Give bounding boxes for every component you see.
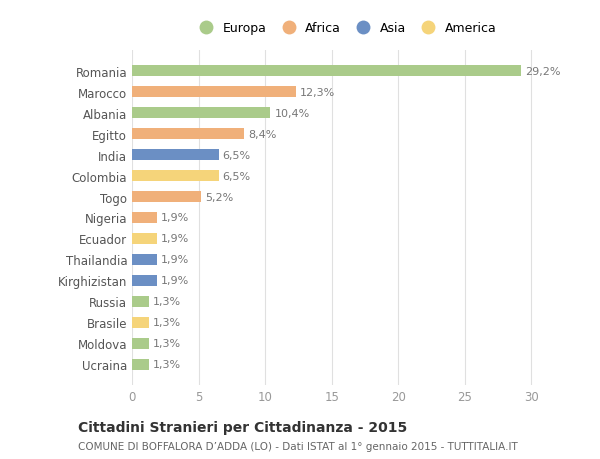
Bar — [132, 212, 157, 224]
Text: 1,3%: 1,3% — [154, 359, 181, 369]
Text: 1,3%: 1,3% — [154, 339, 181, 349]
Text: 5,2%: 5,2% — [205, 192, 233, 202]
Bar — [132, 296, 149, 308]
Text: 10,4%: 10,4% — [274, 108, 310, 118]
Text: 1,3%: 1,3% — [154, 318, 181, 328]
Text: 8,4%: 8,4% — [248, 129, 276, 139]
Bar — [132, 254, 157, 266]
Text: 6,5%: 6,5% — [223, 150, 251, 160]
Legend: Europa, Africa, Asia, America: Europa, Africa, Asia, America — [191, 20, 499, 38]
Text: 29,2%: 29,2% — [525, 67, 560, 77]
Bar — [132, 129, 244, 140]
Bar — [132, 150, 218, 161]
Text: 1,9%: 1,9% — [161, 234, 190, 244]
Bar — [132, 87, 296, 98]
Bar — [132, 338, 149, 349]
Text: 6,5%: 6,5% — [223, 171, 251, 181]
Bar — [132, 66, 521, 77]
Text: COMUNE DI BOFFALORA D’ADDA (LO) - Dati ISTAT al 1° gennaio 2015 - TUTTITALIA.IT: COMUNE DI BOFFALORA D’ADDA (LO) - Dati I… — [78, 441, 518, 451]
Bar — [132, 317, 149, 329]
Text: Cittadini Stranieri per Cittadinanza - 2015: Cittadini Stranieri per Cittadinanza - 2… — [78, 420, 407, 434]
Text: 1,9%: 1,9% — [161, 255, 190, 265]
Text: 1,9%: 1,9% — [161, 213, 190, 223]
Text: 12,3%: 12,3% — [300, 87, 335, 97]
Text: 1,3%: 1,3% — [154, 297, 181, 307]
Bar — [132, 191, 201, 203]
Bar — [132, 359, 149, 370]
Bar — [132, 275, 157, 286]
Text: 1,9%: 1,9% — [161, 276, 190, 286]
Bar — [132, 233, 157, 245]
Bar — [132, 107, 271, 119]
Bar — [132, 170, 218, 182]
